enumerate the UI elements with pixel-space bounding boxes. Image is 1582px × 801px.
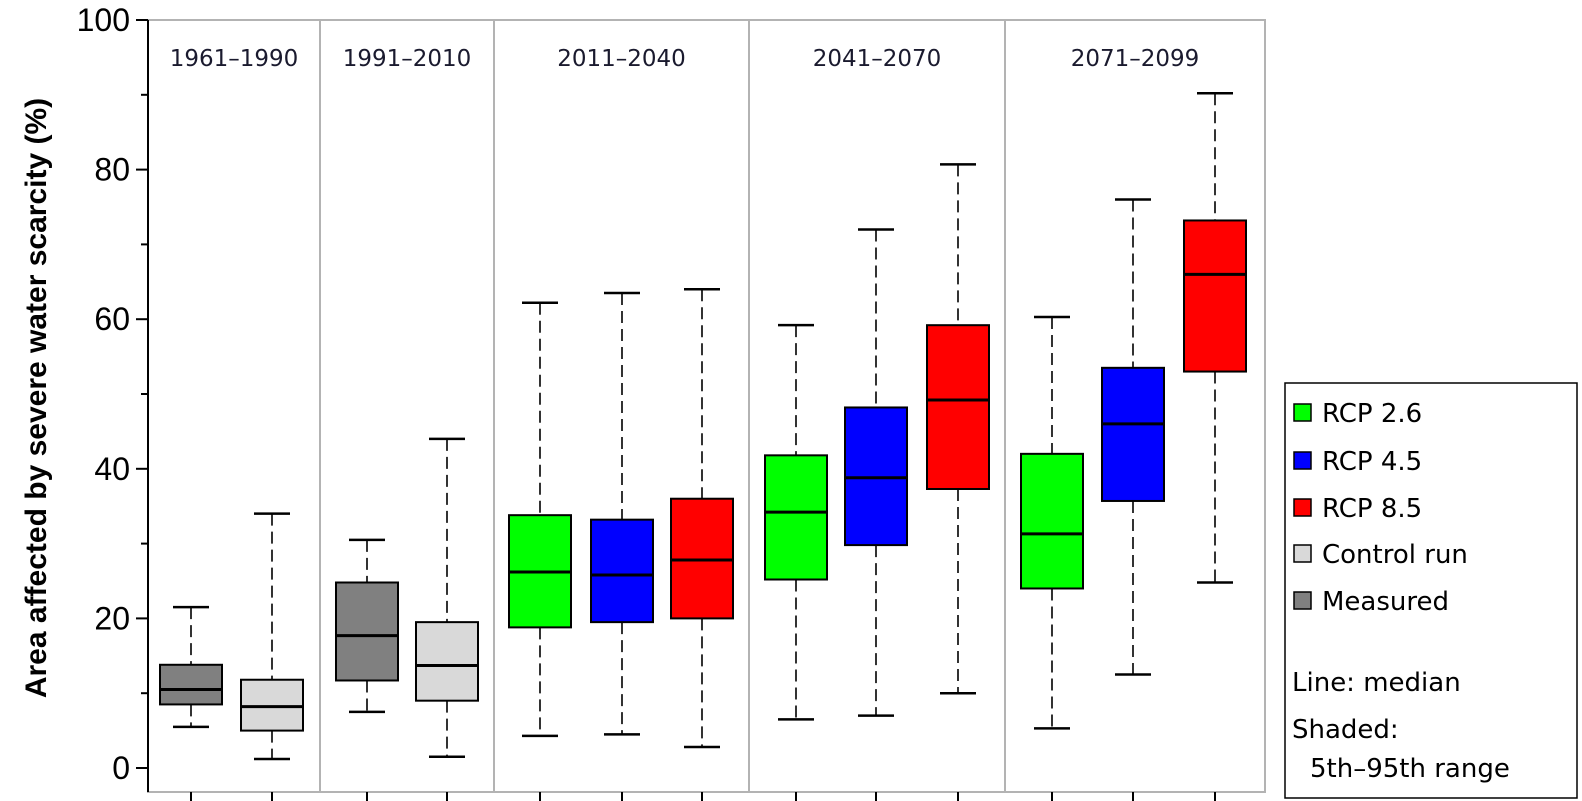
y-axis-label: Area affected by severe water scarcity (… [20, 98, 53, 698]
box-iqr [1101, 366, 1165, 502]
y-tick-label: 60 [94, 301, 130, 337]
box-iqr [415, 621, 479, 702]
box-rcp45-2 [590, 291, 654, 736]
legend-entry-control: Control run [1322, 540, 1468, 570]
box-iqr [764, 454, 828, 581]
plot-frame [147, 19, 1266, 793]
legend: RCP 2.6 RCP 4.5 RCP 8.5 Control run Measured… [1284, 382, 1578, 799]
period-label: 2011–2040 [557, 46, 686, 72]
boxes [159, 92, 1247, 761]
box-control-1 [415, 437, 479, 759]
box-iqr [335, 581, 399, 682]
box-rcp45-3 [844, 228, 908, 717]
y-tick-label: 40 [94, 451, 130, 487]
legend-note: Line: median [1292, 668, 1461, 698]
y-tick-label: 100 [77, 2, 130, 38]
legend-swatch-measured [1293, 591, 1312, 610]
legend-entry-rcp85: RCP 8.5 [1322, 494, 1422, 524]
box-measured-1 [335, 538, 399, 714]
legend-frame [1284, 382, 1578, 799]
legend-entry-rcp45: RCP 4.5 [1322, 447, 1422, 477]
box-iqr [1020, 452, 1084, 590]
box-rcp26-2 [508, 301, 572, 738]
box-iqr [590, 518, 654, 624]
legend-note: 5th–95th range [1310, 754, 1510, 784]
legend-swatch-rcp26 [1293, 403, 1312, 422]
box-iqr [159, 663, 223, 706]
box-iqr [926, 324, 990, 490]
plot-border [147, 19, 1266, 793]
y-tick-label: 0 [112, 750, 130, 786]
box-measured-0 [159, 605, 223, 729]
legend-swatch-rcp45 [1293, 451, 1312, 470]
box-rcp26-3 [764, 323, 828, 721]
x-axis-ticks [190, 792, 1216, 801]
period-label: 1961–1990 [170, 46, 299, 72]
period-labels: 1961–1990 1991–2010 2011–2040 2041–2070 2071… [170, 46, 1200, 72]
legend-swatch-control [1293, 544, 1312, 563]
box-rcp85-3 [926, 163, 990, 695]
box-control-0 [240, 512, 304, 761]
box-rcp45-4 [1101, 198, 1165, 676]
box-iqr [1183, 219, 1247, 373]
period-label: 1991–2010 [343, 46, 472, 72]
legend-entry-measured: Measured [1322, 587, 1449, 617]
y-tick-label: 80 [94, 152, 130, 188]
legend-entry-rcp26: RCP 2.6 [1322, 399, 1422, 429]
box-rcp85-2 [670, 288, 734, 749]
period-label: 2041–2070 [813, 46, 942, 72]
box-rcp85-4 [1183, 92, 1247, 584]
period-dividers [319, 20, 1006, 792]
period-label: 2071–2099 [1071, 46, 1200, 72]
y-axis: 0 20 40 60 80 100 [77, 2, 149, 792]
box-rcp26-4 [1020, 315, 1084, 730]
y-tick-label: 20 [94, 600, 130, 636]
legend-swatch-rcp85 [1293, 498, 1312, 517]
legend-note: Shaded: [1292, 715, 1399, 745]
